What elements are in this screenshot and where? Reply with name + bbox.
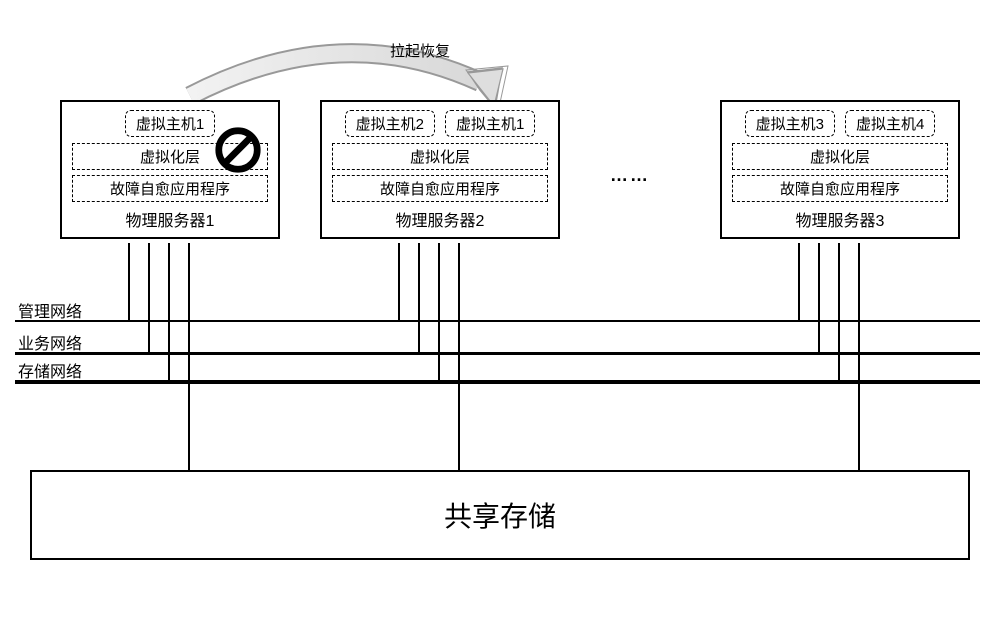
drop — [798, 243, 800, 320]
net-line-storage — [15, 380, 980, 384]
vm-box: 虚拟主机4 — [845, 110, 935, 137]
vm-box: 虚拟主机1 — [125, 110, 215, 137]
server-label: 物理服务器3 — [732, 207, 948, 231]
vm-row: 虚拟主机2 虚拟主机1 — [332, 110, 548, 137]
drop — [838, 243, 840, 382]
drop — [458, 243, 460, 470]
vm-row: 虚拟主机3 虚拟主机4 — [732, 110, 948, 137]
server-3: 虚拟主机3 虚拟主机4 虚拟化层 故障自愈应用程序 物理服务器3 — [720, 100, 960, 239]
server-2: 虚拟主机2 虚拟主机1 虚拟化层 故障自愈应用程序 物理服务器2 — [320, 100, 560, 239]
vm-box: 虚拟主机2 — [345, 110, 435, 137]
drop — [148, 243, 150, 353]
vm-box: 虚拟主机3 — [745, 110, 835, 137]
net-line-mgmt — [15, 320, 980, 322]
drop — [858, 243, 860, 470]
drop — [438, 243, 440, 382]
drop — [818, 243, 820, 353]
ellipsis: …… — [610, 165, 650, 186]
net-label-storage: 存储网络 — [18, 358, 82, 382]
net-label-biz: 业务网络 — [18, 330, 82, 354]
virt-layer: 虚拟化层 — [732, 143, 948, 170]
drop — [188, 243, 190, 470]
architecture-diagram: 拉起恢复 虚拟主机1 虚拟化层 故障自愈应用程序 物理服务器1 虚拟主机2 虚拟… — [0, 0, 1000, 620]
app-layer: 故障自愈应用程序 — [732, 175, 948, 202]
drop — [168, 243, 170, 382]
vm-box: 虚拟主机1 — [445, 110, 535, 137]
virt-layer: 虚拟化层 — [332, 143, 548, 170]
drop — [418, 243, 420, 353]
shared-storage: 共享存储 — [30, 470, 970, 560]
drop — [398, 243, 400, 320]
net-label-mgmt: 管理网络 — [18, 298, 82, 322]
app-layer: 故障自愈应用程序 — [332, 175, 548, 202]
prohibit-icon — [213, 125, 263, 175]
app-layer: 故障自愈应用程序 — [72, 175, 268, 202]
net-line-biz — [15, 352, 980, 355]
server-label: 物理服务器1 — [72, 207, 268, 231]
drop — [128, 243, 130, 320]
server-label: 物理服务器2 — [332, 207, 548, 231]
arrow-label: 拉起恢复 — [390, 40, 450, 61]
